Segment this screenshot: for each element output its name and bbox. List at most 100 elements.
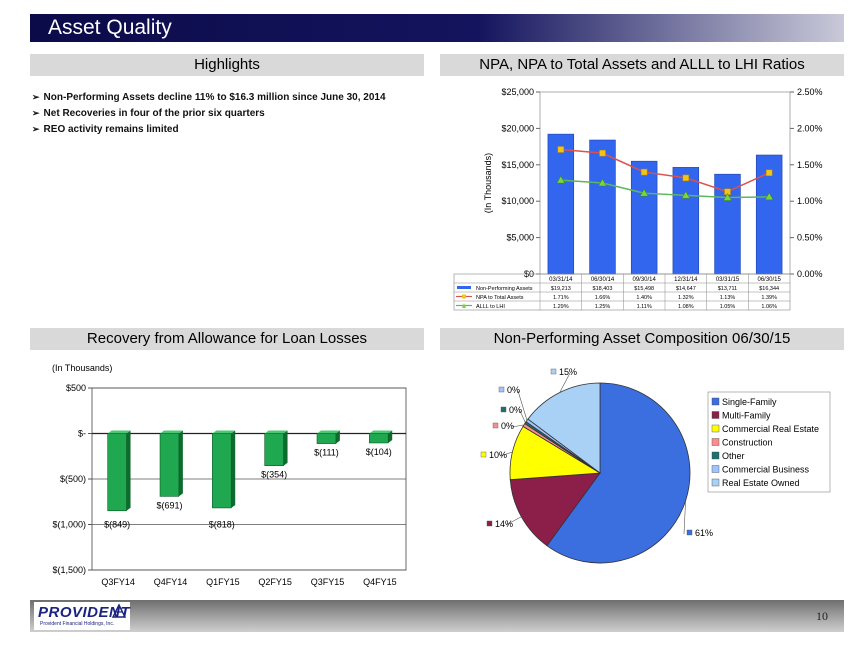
recovery-bar <box>316 433 337 444</box>
npa-chart: $0$5,000$10,000$15,000$20,000$25,0000.00… <box>453 87 823 311</box>
x-tick-label: 06/30/14 <box>591 277 615 283</box>
alll-ratio-point <box>764 192 774 201</box>
slice-label: 15% <box>559 367 577 377</box>
legend-entry: NPA to Total Assets <box>476 295 524 301</box>
npa-bar <box>589 139 616 275</box>
recovery-header: Recovery from Allowance for Loan Losses <box>30 328 424 350</box>
pie-slice <box>527 382 601 474</box>
y-tick-label: $25,000 <box>501 87 534 97</box>
alll-ratio-point <box>639 188 649 197</box>
slide-title: Asset Quality <box>48 16 172 39</box>
legend-swatch <box>711 451 720 460</box>
leader-line <box>519 410 526 423</box>
bar-side <box>388 430 393 443</box>
recovery-chart: (In Thousands) $(1,500) $(1,000) $(500) $- $5… <box>52 363 407 587</box>
data-table-value: 1.11% <box>637 304 652 310</box>
pie-slice <box>509 472 601 547</box>
pie-slice <box>546 382 691 564</box>
x-tick-label: Q3FY14 <box>101 577 135 587</box>
legend-entry: Single-Family <box>722 397 777 407</box>
y-tick-label: $15,000 <box>501 160 534 170</box>
data-label: $(111) <box>314 448 339 458</box>
slice-label: 61% <box>695 528 713 538</box>
data-table-value: 1.71% <box>553 295 569 301</box>
leader-line <box>559 372 571 393</box>
npa-bar <box>630 160 658 275</box>
page-number: 10 <box>816 609 828 623</box>
data-table-value: 1.32% <box>678 295 694 301</box>
npa-bar <box>672 167 700 275</box>
recovery-bar <box>107 433 127 512</box>
leader-line <box>517 390 528 421</box>
data-table-value: $14,647 <box>676 286 696 292</box>
npa-ratio-point <box>599 149 606 157</box>
data-table-value: $19,213 <box>551 286 571 292</box>
data-table-value: 1.13% <box>720 295 736 301</box>
npa-bar <box>547 133 575 275</box>
data-table-value: $13,711 <box>718 286 737 292</box>
data-label: $(691) <box>156 500 182 510</box>
y-tick-label: $- <box>78 429 86 439</box>
leader-line <box>683 500 686 535</box>
y2-tick-label: 2.50% <box>797 87 823 97</box>
data-table-value: 1.25% <box>595 304 611 310</box>
data-label: $(849) <box>104 519 130 529</box>
bar-top <box>212 430 236 434</box>
x-tick-label: 03/31/14 <box>549 277 573 283</box>
legend-swatch <box>711 478 720 487</box>
leader-line <box>499 451 513 457</box>
slice-label: 14% <box>495 519 513 529</box>
alll-ratio-point <box>723 193 732 201</box>
data-table-value: 1.08% <box>678 304 694 310</box>
highlight-item: REO activity remains limited <box>32 124 422 135</box>
slice-label: 0% <box>501 421 514 431</box>
data-table-value: 1.05% <box>720 304 736 310</box>
legend <box>707 391 831 493</box>
bar-top <box>369 430 393 434</box>
legend-entry: Commercial Real Estate <box>722 424 819 434</box>
legend-key-marker <box>462 303 466 308</box>
leader-line <box>511 424 524 428</box>
logo-mark-icon <box>111 603 127 618</box>
data-table-value: 1.40% <box>636 295 652 301</box>
data-table-value: 1.06% <box>761 304 777 310</box>
x-tick-label: Q1FY15 <box>206 577 240 587</box>
y2-tick-label: 0.00% <box>797 269 823 279</box>
chart-subtitle: (In Thousands) <box>52 363 112 373</box>
y2-tick-label: 0.50% <box>797 233 823 243</box>
x-tick-label: Q2FY15 <box>258 577 292 587</box>
npa-ratio-point <box>682 174 690 182</box>
legend-swatch <box>711 411 720 419</box>
npa-header: NPA, NPA to Total Assets and ALLL to LHI… <box>440 54 844 76</box>
x-tick-label: 09/30/14 <box>632 277 656 283</box>
provident-logo: PROVIDENT Provident Financial Holdings, … <box>34 602 130 630</box>
label-swatch <box>550 368 557 375</box>
recovery-bar <box>212 433 232 509</box>
alll-ratio-point <box>598 178 607 187</box>
data-label: $(818) <box>209 519 235 529</box>
highlights-header: Highlights <box>30 54 424 76</box>
bar-side <box>178 430 183 497</box>
y-axis-label: (In Thousands) <box>483 153 493 213</box>
npa-ratio-line <box>560 148 770 193</box>
highlight-item: Net Recoveries in four of the prior six … <box>32 108 422 119</box>
x-tick-label: Q3FY15 <box>311 577 345 587</box>
y-tick-label: $(500) <box>60 474 86 484</box>
legend-entry: Non-Performing Assets <box>476 286 533 292</box>
bar-top <box>107 430 131 434</box>
legend-key-npa <box>457 286 471 289</box>
recovery-bar <box>264 433 284 467</box>
title-bar: Asset Quality <box>30 14 844 42</box>
data-table-value: $15,498 <box>634 286 654 292</box>
x-tick-label: Q4FY14 <box>154 577 188 587</box>
legend-entry: Real Estate Owned <box>722 478 800 488</box>
bar-top <box>264 430 288 434</box>
data-table-value: 1.29% <box>553 304 569 310</box>
leader-line <box>505 516 522 526</box>
legend-swatch <box>711 397 720 406</box>
data-label: $(354) <box>261 470 287 480</box>
data-table-value: $18,403 <box>593 286 613 292</box>
y2-tick-label: 1.50% <box>797 160 823 170</box>
npa-ratio-point <box>765 169 773 177</box>
x-tick-label: 06/30/15 <box>757 277 781 283</box>
